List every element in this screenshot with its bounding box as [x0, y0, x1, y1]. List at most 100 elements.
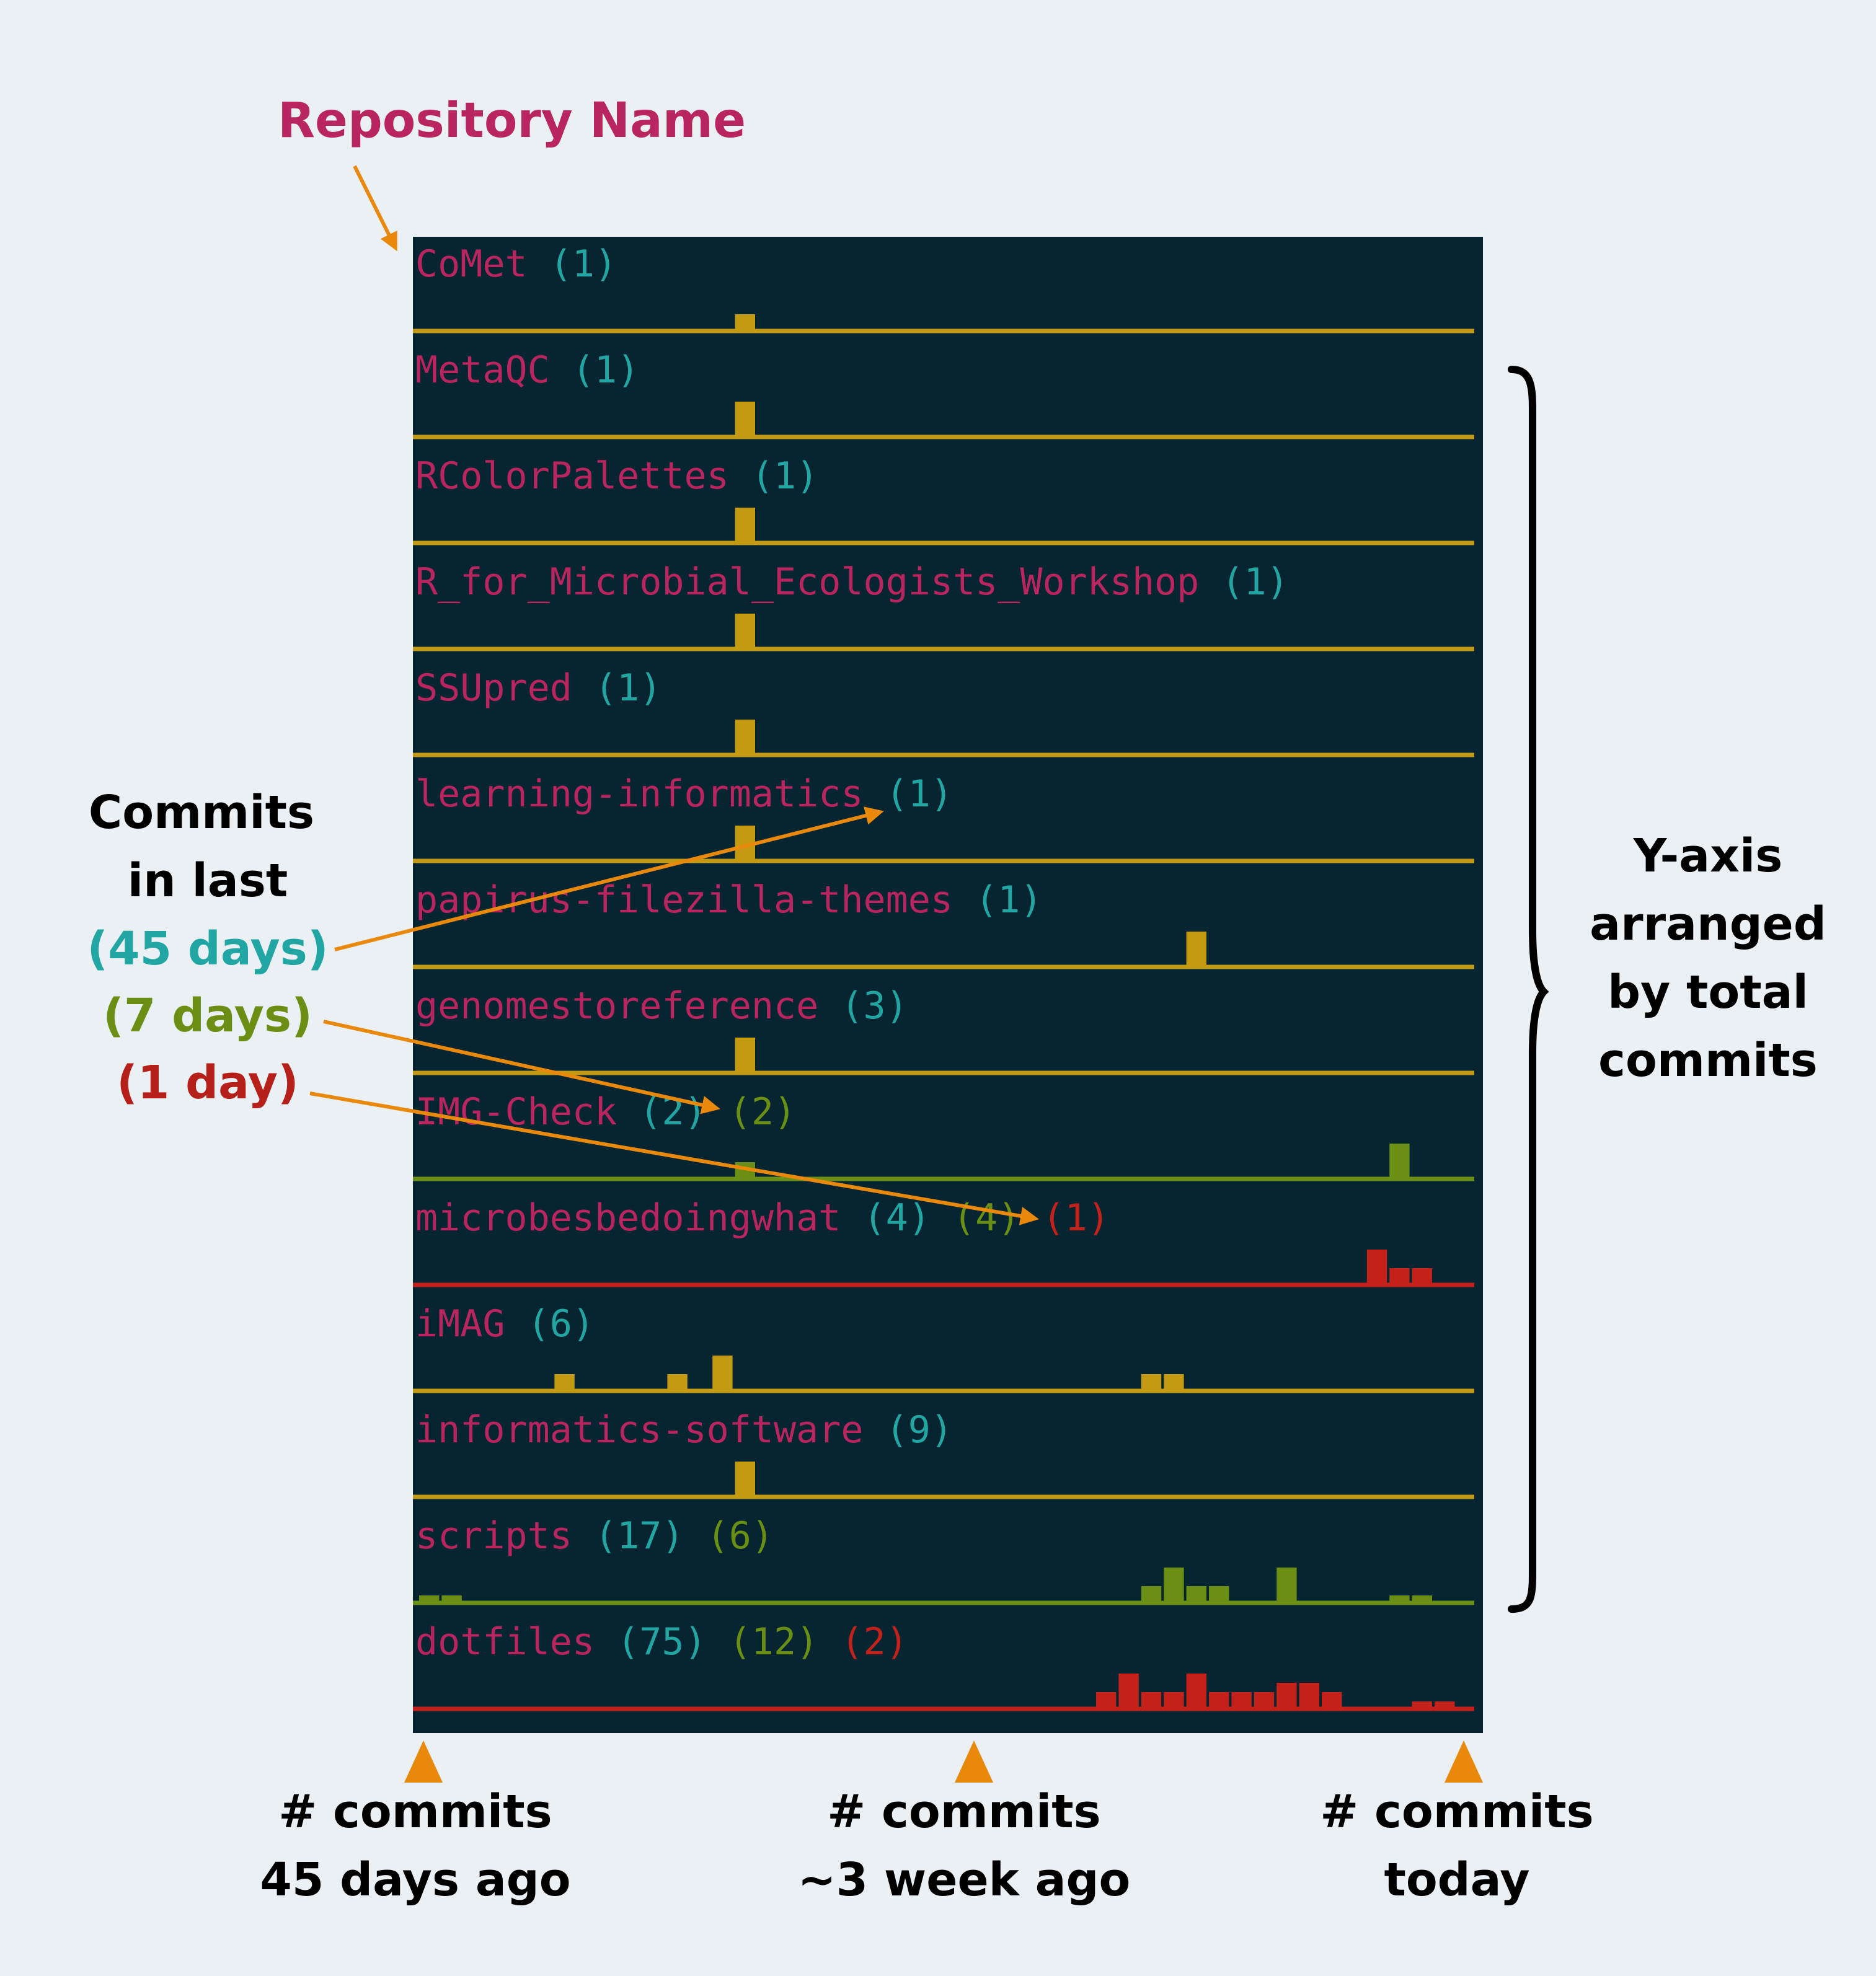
sparkline-bar	[735, 1462, 755, 1499]
commit-sparkline	[413, 614, 1474, 651]
commits-7-days: (6)	[684, 1514, 774, 1558]
sparkline-bar	[735, 508, 755, 545]
repo-row-label: genomestoreference (3)	[415, 987, 908, 1025]
repo-name: SSUpred	[415, 666, 572, 710]
bottom-label-3-weeks-line2: ~3 week ago	[797, 1853, 1131, 1907]
repo-name: dotfiles	[415, 1620, 595, 1664]
repo-row: R_for_Microbial_Ecologists_Workshop (1)	[413, 555, 1483, 661]
y-axis-label-line2: arranged	[1590, 898, 1826, 951]
repo-row: MetaQC (1)	[413, 343, 1483, 449]
commit-sparkline	[413, 932, 1474, 969]
repo-name: CoMet	[415, 242, 528, 286]
repo-name: scripts	[415, 1514, 572, 1558]
commit-sparkline	[413, 402, 1474, 439]
sparkline-bar	[735, 720, 755, 757]
sparkline-bar	[1141, 1586, 1162, 1605]
legend-7-days: (7 days)	[103, 989, 312, 1043]
legend-heading-commits: Commits	[88, 786, 315, 839]
sparkline-bar	[735, 1038, 755, 1075]
y-axis-brace	[1508, 366, 1549, 1613]
sparkline-bar	[419, 1595, 440, 1605]
repo-name: papirus-filezilla-themes	[415, 878, 953, 922]
sparkline-bar	[1276, 1568, 1297, 1605]
commit-sparkline	[413, 720, 1474, 757]
repo-row-label: informatics-software (9)	[415, 1411, 953, 1449]
sparkline-bar	[1096, 1692, 1117, 1711]
sparkline-bar	[1389, 1595, 1410, 1605]
repo-row: genomestoreference (3)	[413, 979, 1483, 1085]
sparkline-bar	[1254, 1692, 1275, 1711]
sparkline-bar	[1389, 1268, 1410, 1287]
sparkline-bar	[735, 314, 755, 333]
repo-row-label: papirus-filezilla-themes (1)	[415, 881, 1042, 919]
sparkline-bar	[1186, 1674, 1206, 1711]
sparkline-bar	[1141, 1692, 1162, 1711]
sparkline-bar	[1299, 1683, 1319, 1711]
commits-45-days: (1)	[527, 242, 617, 286]
arrow-1-day	[309, 1092, 1039, 1225]
repo-row: scripts (17) (6)	[413, 1509, 1483, 1615]
repo-name: genomestoreference	[415, 984, 819, 1028]
sparkline-bar	[1322, 1692, 1342, 1711]
repo-row: learning-informatics (1)	[413, 767, 1483, 873]
sparkline-bar	[1209, 1586, 1229, 1605]
y-axis-label-line1: Y-axis	[1633, 829, 1783, 883]
commits-45-days: (1)	[1199, 560, 1289, 604]
commit-sparkline	[413, 1674, 1474, 1711]
repo-row-label: scripts (17) (6)	[415, 1517, 774, 1555]
commit-sparkline	[413, 508, 1474, 545]
sparkline-bar	[735, 614, 755, 651]
sparkline-bar	[1209, 1692, 1229, 1711]
repo-row: IMG-Check (2) (2)	[413, 1085, 1483, 1191]
commit-sparkline	[413, 314, 1474, 333]
repo-row-label: iMAG (6)	[415, 1305, 595, 1343]
commit-sparkline	[413, 1356, 1474, 1393]
marker-triangle-45-days	[404, 1740, 443, 1783]
repo-name: microbesbedoingwhat	[415, 1196, 841, 1240]
repo-row: papirus-filezilla-themes (1)	[413, 873, 1483, 979]
commits-1-day: (2)	[818, 1620, 908, 1664]
commits-7-days: (12)	[706, 1620, 819, 1664]
commits-45-days: (4)	[841, 1196, 931, 1240]
commits-45-days: (1)	[952, 878, 1043, 922]
repo-name: informatics-software	[415, 1408, 864, 1452]
commits-45-days: (1)	[572, 666, 662, 710]
sparkline-bar	[1412, 1701, 1432, 1711]
commit-sparkline	[413, 1250, 1474, 1287]
marker-triangle-today	[1445, 1740, 1483, 1783]
sparkline-bar	[1186, 1586, 1206, 1605]
repo-row: informatics-software (9)	[413, 1403, 1483, 1509]
sparkline-bar	[735, 402, 755, 439]
legend-45-days: (45 days)	[87, 922, 329, 976]
sparkline-bar	[1164, 1568, 1184, 1605]
repo-row: dotfiles (75) (12) (2)	[413, 1615, 1483, 1721]
repo-name: iMAG	[415, 1302, 505, 1346]
sparkline-bar	[1435, 1701, 1455, 1711]
repo-row: microbesbedoingwhat (4) (4) (1)	[413, 1191, 1483, 1297]
sparkline-bar	[1412, 1595, 1432, 1605]
bottom-label-today-line1: # commits	[1320, 1785, 1594, 1838]
sparkline-bar	[667, 1374, 688, 1393]
commits-45-days: (1)	[728, 454, 819, 498]
repo-name: RColorPalettes	[415, 454, 729, 498]
legend-1-day: (1 day)	[117, 1056, 299, 1109]
arrow-45-days	[334, 806, 884, 951]
commits-45-days: (6)	[505, 1302, 595, 1346]
sparkline-bar	[1389, 1144, 1410, 1181]
bottom-label-3-weeks-line1: # commits	[827, 1785, 1101, 1838]
repo-row-label: R_for_Microbial_Ecologists_Workshop (1)	[415, 563, 1289, 601]
commits-1-day: (1)	[1020, 1196, 1110, 1240]
sparkline-bar	[712, 1356, 733, 1393]
repo-row: SSUpred (1)	[413, 661, 1483, 767]
sparkline-bar	[1366, 1250, 1387, 1287]
commit-sparkline	[413, 1038, 1474, 1075]
commits-45-days: (75)	[594, 1620, 707, 1664]
commit-sparkline	[413, 1568, 1474, 1605]
sparkline-bar	[1276, 1683, 1297, 1711]
y-axis-label-line4: commits	[1598, 1034, 1818, 1087]
arrow-7-days	[323, 1020, 720, 1114]
bottom-label-45-days-line2: 45 days ago	[260, 1853, 571, 1907]
sparkline-bar	[1141, 1374, 1162, 1393]
commits-45-days: (9)	[863, 1408, 953, 1452]
